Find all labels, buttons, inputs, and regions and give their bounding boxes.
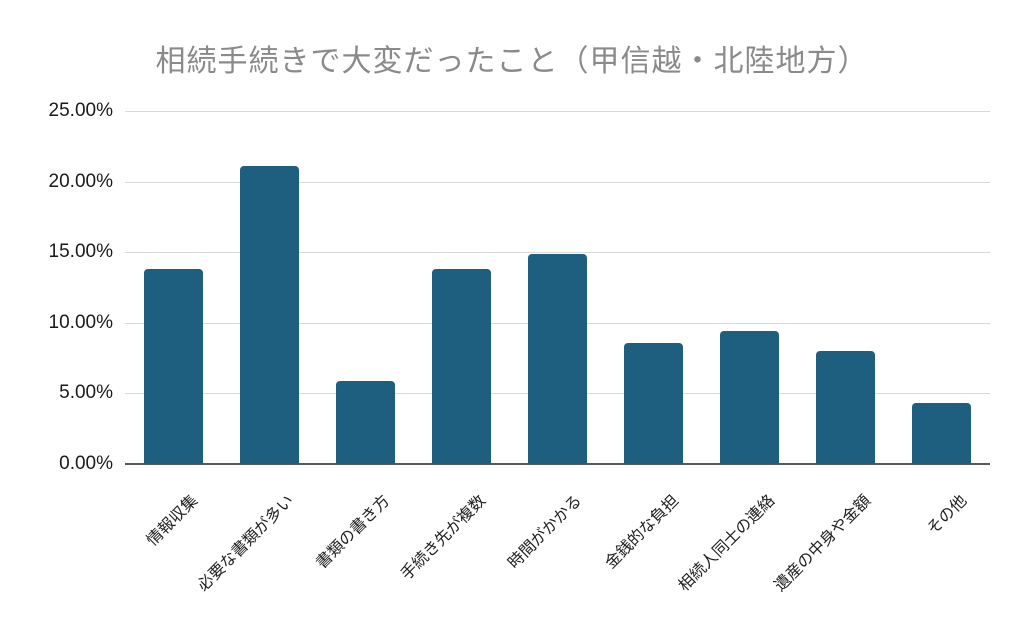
y-tick-label: 15.00% xyxy=(48,241,113,263)
x-category-label-text: 情報収集 xyxy=(144,492,202,550)
x-category-label-text: 手続き先が複数 xyxy=(398,492,490,584)
x-category-label-text: 金銭的な負担 xyxy=(601,492,682,573)
plot-area xyxy=(125,111,990,465)
x-axis-line xyxy=(125,463,990,465)
x-category-label-text: 書類の書き方 xyxy=(313,492,394,573)
x-category-label-text: 必要な書類が多い xyxy=(194,492,298,595)
bar-時間がかかる xyxy=(528,253,587,464)
y-tick-label: 20.00% xyxy=(48,170,113,192)
chart-title: 相続手続きで大変だったこと（甲信越・北陸地方） xyxy=(155,45,869,78)
y-tick-label: 25.00% xyxy=(48,100,113,121)
y-tick-label: 0.00% xyxy=(59,453,113,474)
x-category-label-text: 遺産の中身や金額 xyxy=(771,492,875,595)
bar-相続人同士の連絡 xyxy=(720,331,780,464)
bar-必要な書類が多い xyxy=(239,166,299,464)
y-tick-label: 5.00% xyxy=(59,382,113,404)
x-axis: 情報収集 必要な書類が多い 書類の書き方 手続き先が複数 時間がかかる 金銭的な負担 相続人… xyxy=(125,488,990,633)
bar-手続き先が複数 xyxy=(431,269,491,464)
bar-情報収集 xyxy=(143,269,203,464)
x-category-label-text: その他 xyxy=(924,492,971,539)
x-category-label-text: 時間がかかる xyxy=(505,492,586,573)
bar-書類の書き方 xyxy=(335,380,395,464)
y-axis: 0.00% 5.00% 10.00% 15.00% 20.00% 25.00% xyxy=(0,100,113,474)
y-tick-label: 10.00% xyxy=(48,311,113,333)
gridline xyxy=(125,181,990,183)
bar-遺産の中身や金額 xyxy=(816,351,876,464)
gridline xyxy=(125,252,990,254)
bar-金銭的な負担 xyxy=(624,342,684,464)
gridline xyxy=(125,111,990,112)
x-category-label-text: 相続人同士の連絡 xyxy=(675,492,778,595)
bar-その他 xyxy=(912,403,972,464)
